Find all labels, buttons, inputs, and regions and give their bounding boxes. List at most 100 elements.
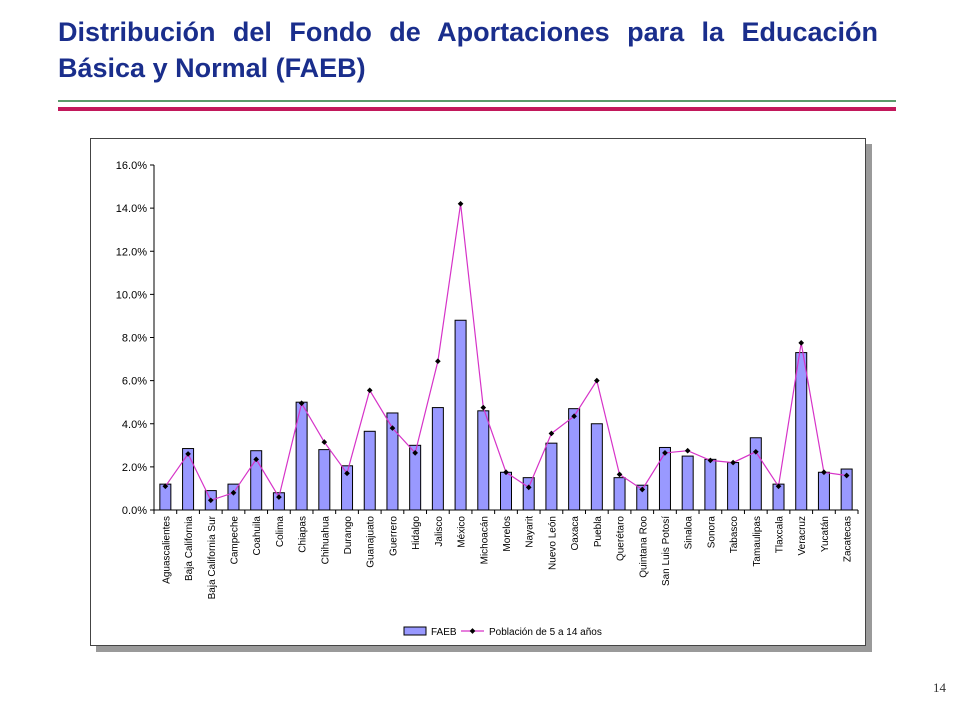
x-category-label: Chiapas (298, 516, 309, 553)
marker-poblacion (230, 489, 237, 496)
slide-title: Distribución del Fondo de Aportaciones p… (58, 17, 878, 83)
x-category-label: Michoacán (479, 516, 490, 564)
marker-poblacion (639, 486, 646, 493)
chart-frame: 0.0% 2.0% 4.0% 6.0% 8.0% 10.0% 12.0% 14.0% 16.0%… (90, 138, 866, 646)
y-tick-label: 10.0% (116, 289, 147, 301)
x-category-label: Coahuila (252, 516, 263, 556)
marker-poblacion (684, 447, 691, 454)
page-number: 14 (933, 680, 946, 695)
faeb-chart: 0.0% 2.0% 4.0% 6.0% 8.0% 10.0% 12.0% 14.0% 16.0%… (116, 160, 859, 638)
marker-poblacion (503, 469, 509, 476)
x-category-label: Guanajuato (366, 516, 377, 568)
x-category-label: México (457, 516, 468, 548)
x-category-label: Puebla (593, 516, 604, 548)
x-category-label: Zacatecas (843, 516, 854, 562)
title-rule-pink (58, 107, 896, 111)
bar-faeb (568, 408, 581, 511)
marker-poblacion (843, 472, 850, 479)
legend-swatch-poblacion-marker (469, 628, 476, 634)
bar-faeb (318, 449, 331, 511)
marker-poblacion (344, 470, 350, 477)
marker-poblacion (548, 430, 555, 437)
marker-poblacion (162, 483, 169, 490)
bar-faeb (545, 442, 558, 511)
y-tick-label: 6.0% (122, 376, 147, 388)
marker-poblacion (457, 200, 464, 207)
marker-poblacion (616, 471, 623, 478)
x-category-label: Baja California (184, 516, 195, 581)
bar-faeb (590, 423, 603, 511)
x-category-label: Aguascalientes (161, 516, 172, 584)
bar-faeb (454, 319, 467, 511)
x-category-label: Tamaulipas (752, 516, 763, 567)
marker-poblacion (707, 457, 714, 464)
marker-poblacion (412, 450, 418, 456)
bar-faeb (182, 448, 195, 511)
x-category-label: Jalisco (434, 516, 445, 547)
x-category-label: San Luis Potosí (661, 516, 672, 586)
bar-faeb (363, 430, 376, 511)
x-category-label: Veracruz (797, 516, 808, 555)
y-tick-label: 14.0% (116, 203, 147, 215)
marker-poblacion (775, 483, 782, 490)
title-rule-green (58, 100, 896, 102)
bar-faeb (795, 352, 808, 511)
marker-poblacion (730, 459, 736, 466)
bar-faeb (500, 471, 512, 511)
marker-poblacion (752, 448, 759, 455)
x-category-label: Yucatán (820, 516, 831, 552)
y-tick-label: 4.0% (122, 419, 147, 431)
x-category-label: Tlaxcala (775, 516, 786, 554)
x-category-label: Campeche (229, 516, 240, 565)
marker-poblacion (321, 439, 328, 445)
x-category-label: Morelos (502, 516, 513, 552)
bar-faeb (727, 462, 740, 511)
marker-poblacion (435, 358, 441, 365)
marker-poblacion (207, 497, 214, 504)
marker-poblacion (298, 400, 305, 407)
legend-label-poblacion: Población de 5 a 14 años (489, 627, 602, 638)
marker-poblacion (389, 425, 396, 431)
x-category-label: Hidalgo (411, 516, 422, 550)
x-category-label: Nuevo León (547, 516, 558, 570)
marker-poblacion (525, 484, 532, 491)
bar-faeb (681, 455, 694, 511)
x-category-label: Sinaloa (684, 516, 695, 550)
bar-faeb (749, 437, 762, 511)
bar-faeb (658, 446, 671, 511)
marker-poblacion (798, 340, 805, 346)
x-category-label: Baja California Sur (207, 515, 218, 599)
x-category-label: Guerrero (388, 516, 399, 556)
legend-swatch-faeb (403, 626, 427, 636)
bar-faeb (704, 458, 717, 511)
y-tick-label: 12.0% (116, 246, 147, 258)
marker-poblacion (480, 404, 487, 411)
x-category-label: Durango (343, 516, 354, 555)
marker-poblacion (276, 494, 282, 500)
marker-poblacion (594, 377, 600, 384)
legend-label-faeb: FAEB (431, 627, 457, 638)
bar-faeb (613, 477, 626, 511)
y-tick-label: 0.0% (122, 505, 147, 517)
x-category-label: Colima (275, 516, 286, 548)
y-tick-label: 2.0% (122, 462, 147, 474)
marker-poblacion (821, 469, 827, 476)
y-tick-label: 8.0% (122, 333, 147, 345)
x-category-label: Chihuahua (320, 516, 331, 565)
bar-faeb (817, 471, 830, 511)
marker-poblacion (662, 450, 668, 456)
line-poblacion (164, 203, 847, 502)
marker-poblacion (185, 451, 191, 457)
x-category-label: Nayarit (525, 516, 536, 548)
marker-poblacion (366, 387, 373, 394)
x-category-label: Quintana Roo (638, 516, 649, 578)
bar-faeb (522, 477, 535, 511)
bar-faeb (431, 407, 444, 511)
x-category-label: Oaxaca (570, 516, 581, 551)
x-category-label: Sonora (706, 516, 717, 549)
x-category-label: Querétaro (616, 516, 627, 561)
marker-poblacion (571, 413, 577, 420)
x-category-label: Tabasco (729, 516, 740, 554)
y-tick-label: 16.0% (116, 160, 147, 172)
bar-faeb (477, 410, 490, 511)
